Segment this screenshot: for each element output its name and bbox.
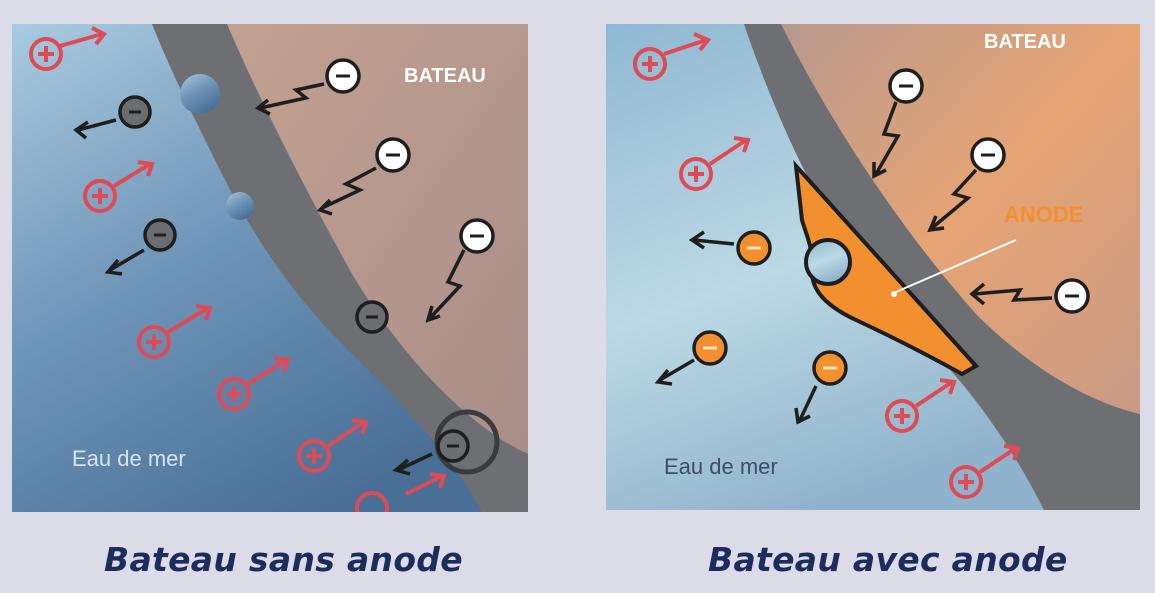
- electron: [927, 137, 1006, 233]
- electron: [254, 58, 361, 116]
- anode-pointer-line: [895, 239, 1017, 293]
- anode: [793, 160, 980, 377]
- positive-ion: [679, 136, 751, 191]
- metal-ion: [73, 95, 152, 140]
- positive-ion: [633, 32, 712, 81]
- seawater-label: Eau de mer: [72, 446, 186, 471]
- positive-ion: [137, 304, 213, 359]
- metal-ion: [392, 429, 470, 476]
- diagram-without-anode: BATEAU Eau de mer: [12, 24, 528, 512]
- electron: [872, 68, 924, 179]
- corrosion-pit: [804, 238, 852, 286]
- caption-with-anode: Bateau avec anode: [708, 540, 1068, 579]
- boat-interior: [781, 24, 1140, 414]
- anode-pointer-dot: [891, 291, 897, 297]
- electron: [316, 137, 411, 216]
- diagram-with-anode: BATEAU ANODE Eau de mer: [606, 24, 1140, 510]
- metal-ion: [355, 300, 389, 334]
- positive-ion: [355, 472, 447, 512]
- positive-ion: [29, 26, 108, 71]
- boat-label: BATEAU: [404, 65, 486, 87]
- positive-ion: [885, 378, 957, 433]
- boat-interior: [227, 24, 528, 454]
- positive-ion: [297, 418, 369, 473]
- hull: [744, 24, 1140, 510]
- caption-without-anode: Bateau sans anode: [104, 540, 463, 579]
- anode-ion: [794, 350, 848, 425]
- anode-ion: [688, 230, 772, 266]
- electron: [969, 278, 1090, 314]
- anode-label: ANODE: [1004, 202, 1083, 227]
- positive-ion: [949, 444, 1021, 499]
- anode-ion: [654, 330, 728, 386]
- seawater-label: Eau de mer: [664, 454, 778, 479]
- boat-label: BATEAU: [984, 31, 1066, 53]
- positive-ion: [217, 356, 291, 411]
- hull: [152, 24, 528, 512]
- metal-ion: [104, 218, 177, 276]
- electron: [425, 218, 495, 323]
- corrosion-pit: [180, 74, 220, 114]
- panel-with-anode: BATEAU ANODE Eau de mer: [606, 24, 1140, 510]
- positive-ion: [83, 160, 155, 213]
- corrosion-pit: [226, 192, 254, 220]
- panel-without-anode: BATEAU Eau de mer: [12, 24, 528, 512]
